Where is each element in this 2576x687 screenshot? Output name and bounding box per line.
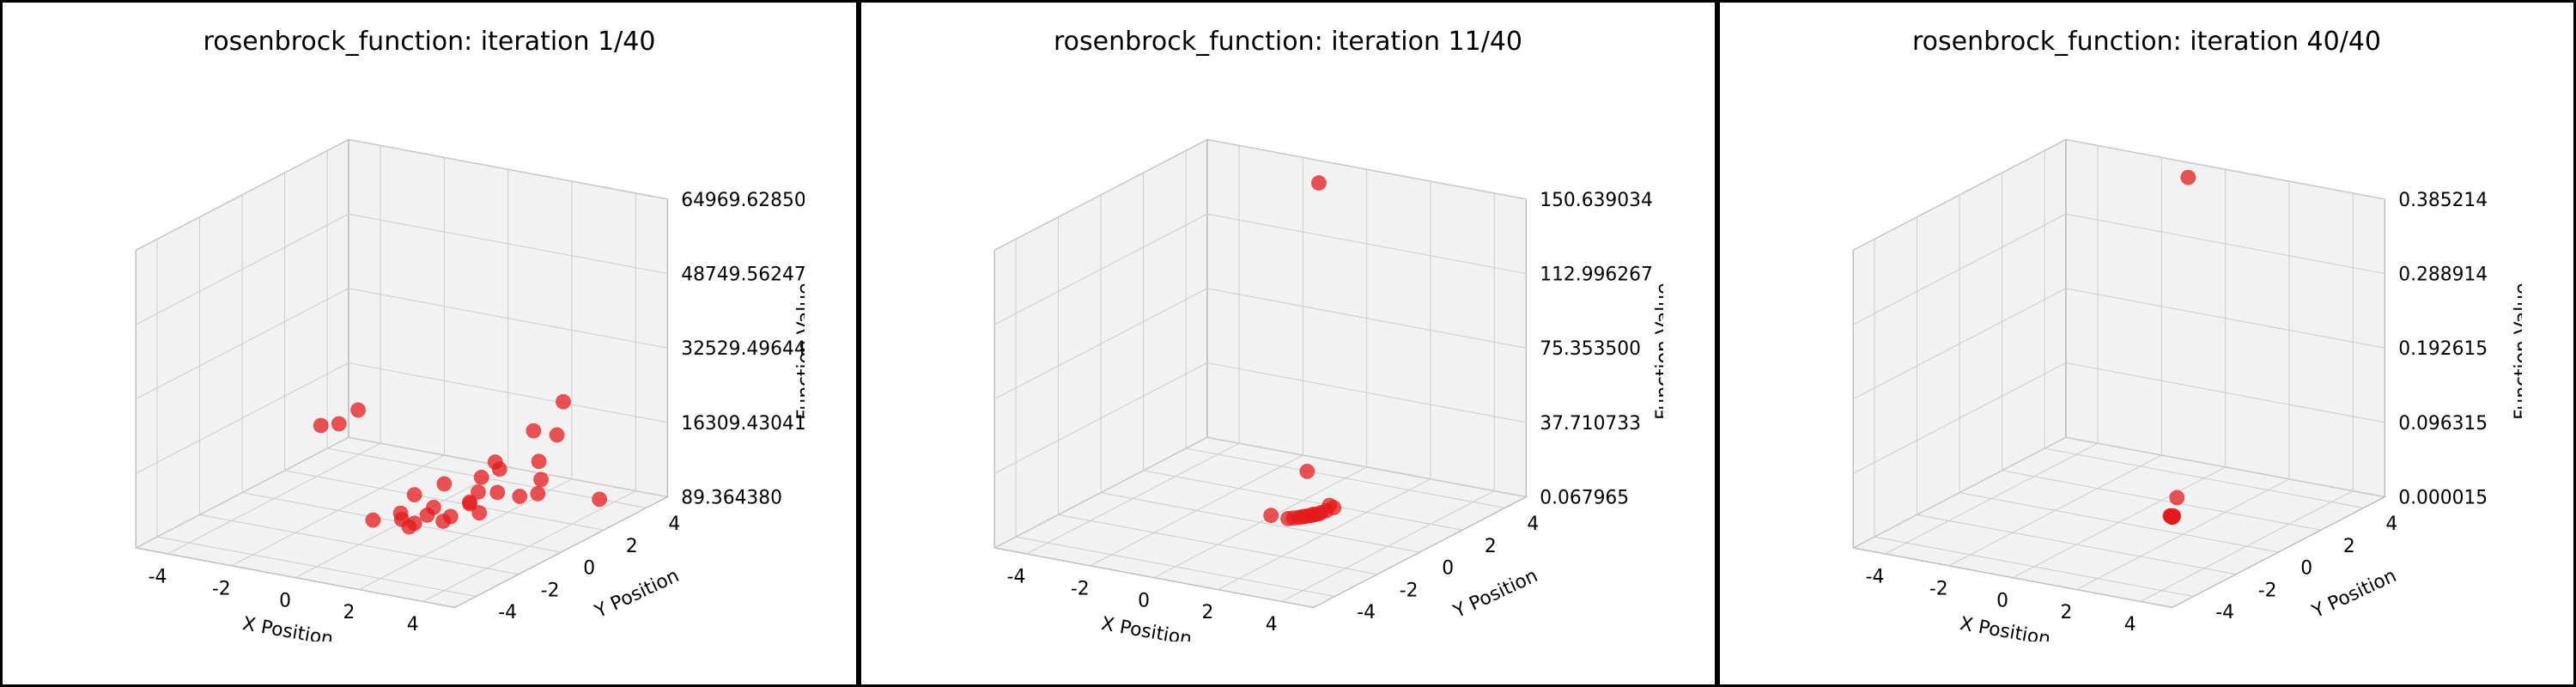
svg-text:-2: -2 — [1929, 579, 1948, 600]
panel-2-title: rosenbrock_function: iteration 11/40 — [861, 27, 1715, 57]
svg-text:0.288914: 0.288914 — [2398, 264, 2488, 285]
scatter-point — [436, 477, 452, 492]
svg-text:2: 2 — [626, 536, 638, 557]
svg-text:4: 4 — [1266, 614, 1278, 635]
figure: rosenbrock_function: iteration 1/40 -4 -2… — [0, 0, 2576, 687]
scatter-point — [402, 520, 417, 535]
svg-text:0.192615: 0.192615 — [2398, 338, 2488, 360]
svg-text:-2: -2 — [212, 579, 231, 600]
svg-text:0.096315: 0.096315 — [2398, 413, 2488, 435]
scatter-point — [435, 514, 451, 529]
svg-text:4: 4 — [2385, 514, 2397, 535]
svg-text:4: 4 — [2124, 614, 2136, 635]
panel-2-svg: -4-2024-4-20240.06796537.71073375.353500… — [913, 97, 1663, 641]
svg-text:37.710733: 37.710733 — [1540, 413, 1641, 435]
svg-text:-4: -4 — [498, 602, 517, 623]
scatter-point — [592, 491, 607, 507]
scatter-point — [492, 461, 507, 477]
y-axis-label: Y Position — [591, 565, 683, 623]
svg-text:0: 0 — [2300, 558, 2312, 580]
svg-text:-4: -4 — [1007, 567, 1026, 588]
scatter-point — [1321, 498, 1337, 514]
svg-text:2: 2 — [343, 602, 355, 623]
svg-text:-2: -2 — [1400, 580, 1419, 601]
panel-3-axes: -4-2024-4-20240.0000150.0963150.1926150.… — [1771, 97, 2522, 641]
svg-text:2: 2 — [1485, 536, 1497, 557]
svg-text:0: 0 — [583, 558, 595, 580]
svg-text:0: 0 — [1442, 558, 1454, 580]
y-axis-label: Y Position — [1449, 565, 1541, 623]
x-axis-label: X Position — [1959, 613, 2052, 641]
z-axis-label: Function Value — [2512, 283, 2522, 420]
svg-text:2: 2 — [2343, 536, 2355, 557]
panel-2: rosenbrock_function: iteration 11/40 -4 -… — [859, 0, 1717, 687]
scatter-point — [350, 403, 366, 418]
scatter-point — [471, 484, 486, 500]
svg-text:4: 4 — [407, 614, 419, 635]
svg-text:0: 0 — [1996, 590, 2008, 611]
panel-1-svg: -4-2024-4-202489.36438016309.43041132529… — [54, 97, 805, 641]
svg-text:4: 4 — [668, 514, 680, 535]
svg-text:112.996267: 112.996267 — [1540, 264, 1653, 285]
panel-3-title: rosenbrock_function: iteration 40/40 — [1720, 27, 2573, 57]
svg-text:-4: -4 — [1357, 602, 1376, 623]
x-axis-label: X Position — [241, 613, 335, 641]
svg-text:0.385214: 0.385214 — [2398, 190, 2488, 211]
svg-text:-4: -4 — [1866, 567, 1885, 588]
svg-text:0: 0 — [1138, 590, 1150, 611]
svg-text:-2: -2 — [541, 580, 560, 601]
svg-text:75.353500: 75.353500 — [1540, 338, 1641, 360]
svg-text:4: 4 — [1527, 514, 1539, 535]
svg-text:0.000015: 0.000015 — [2398, 488, 2488, 509]
x-axis-label: X Position — [1100, 613, 1194, 641]
panel-1-axes: -4-2024-4-202489.36438016309.43041132529… — [54, 97, 805, 641]
panel-3: rosenbrock_function: iteration 40/40 -4 -… — [1717, 0, 2576, 687]
scatter-point — [1263, 508, 1279, 523]
scatter-point — [2169, 490, 2184, 506]
scatter-point — [526, 423, 541, 439]
scatter-point — [313, 418, 329, 434]
svg-text:2: 2 — [2060, 602, 2072, 623]
svg-text:32529.496443: 32529.496443 — [681, 338, 805, 360]
svg-text:-4: -4 — [2215, 602, 2234, 623]
scatter-point — [2180, 170, 2196, 185]
scatter-point — [365, 513, 380, 528]
scatter-point — [2162, 508, 2178, 524]
y-axis-label: Y Position — [2308, 565, 2400, 623]
scatter-point — [407, 487, 422, 502]
svg-text:16309.430411: 16309.430411 — [681, 413, 805, 435]
scatter-point — [556, 394, 571, 410]
scatter-point — [331, 416, 347, 432]
svg-text:0: 0 — [279, 590, 291, 611]
svg-text:150.639034: 150.639034 — [1540, 190, 1653, 211]
svg-text:-2: -2 — [2258, 580, 2277, 601]
svg-text:-4: -4 — [149, 567, 167, 588]
svg-text:48749.562475: 48749.562475 — [681, 264, 805, 285]
svg-text:2: 2 — [1201, 602, 1213, 623]
z-axis-label: Function Value — [794, 283, 805, 420]
scatter-point — [474, 470, 489, 485]
svg-text:89.364380: 89.364380 — [681, 488, 782, 509]
scatter-point — [512, 489, 527, 504]
panel-1: rosenbrock_function: iteration 1/40 -4 -2… — [0, 0, 859, 687]
scatter-point — [1299, 464, 1315, 479]
z-axis-label: Function Value — [1653, 283, 1663, 420]
scatter-point — [489, 485, 505, 501]
svg-text:64969.628507: 64969.628507 — [681, 190, 805, 211]
scatter-point — [533, 471, 549, 487]
panel-1-title: rosenbrock_function: iteration 1/40 — [3, 27, 856, 57]
scatter-point — [532, 453, 547, 469]
scatter-point — [1311, 175, 1327, 191]
scatter-point — [530, 486, 545, 502]
scatter-point — [420, 508, 435, 523]
scatter-point — [550, 428, 565, 443]
svg-text:0.067965: 0.067965 — [1540, 488, 1629, 509]
panel-3-svg: -4-2024-4-20240.0000150.0963150.1926150.… — [1771, 97, 2522, 641]
svg-text:-2: -2 — [1071, 579, 1090, 600]
panel-2-axes: -4-2024-4-20240.06796537.71073375.353500… — [913, 97, 1663, 641]
